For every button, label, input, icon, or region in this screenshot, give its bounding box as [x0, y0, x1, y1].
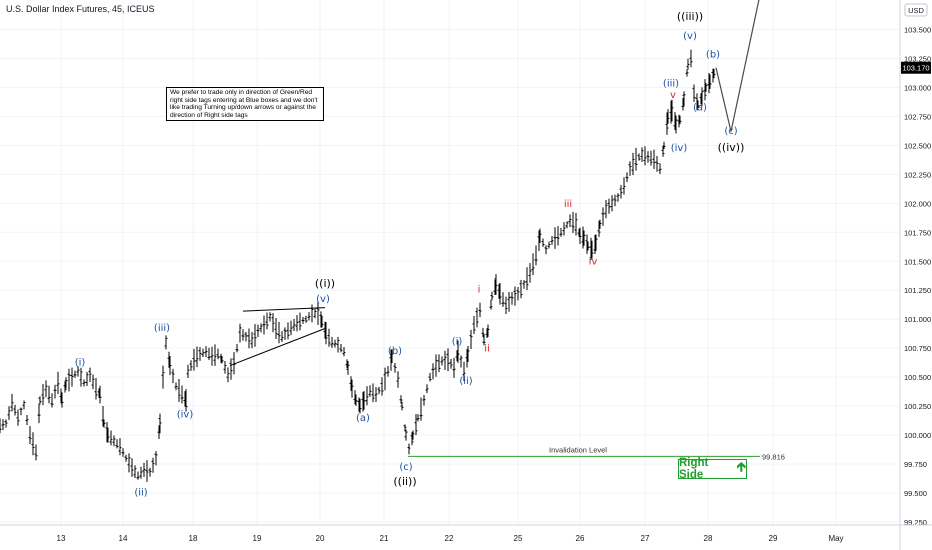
currency-label: USD	[908, 6, 924, 15]
y-tick-label: 99.750	[904, 460, 927, 469]
wave-label: (b)	[706, 49, 720, 60]
y-tick-label: 100.250	[904, 402, 931, 411]
wave-label: ii	[484, 344, 490, 355]
y-tick-label: 102.500	[904, 141, 931, 150]
x-tick-label: May	[828, 534, 843, 543]
wave-label: (i)	[452, 337, 463, 348]
wave-label: (c)	[399, 462, 412, 473]
x-tick-label: 25	[514, 534, 523, 543]
x-tick-label: 19	[253, 534, 262, 543]
grid	[0, 0, 900, 525]
y-tick-label: 101.000	[904, 315, 931, 324]
y-tick-label: 100.500	[904, 373, 931, 382]
wave-label: ((iii))	[677, 10, 703, 23]
right-side-tag: Right Side 🡱	[678, 457, 747, 481]
last-price-tag	[901, 61, 931, 74]
wave-label: (v)	[316, 294, 330, 305]
wave-label: (iii)	[663, 78, 679, 89]
up-arrow-icon: 🡱	[736, 459, 746, 474]
invalidation-label: Invalidation Level	[549, 445, 607, 454]
right-side-label: Right Side	[679, 457, 709, 481]
x-tick-label: 18	[189, 534, 198, 543]
y-tick-label: 102.750	[904, 112, 931, 121]
currency-badge	[904, 3, 928, 17]
y-tick-label: 101.250	[904, 286, 931, 295]
wave-label: (iv)	[177, 410, 194, 421]
x-tick-label: 28	[704, 534, 713, 543]
wave-label: (iii)	[154, 323, 170, 334]
y-tick-label: 101.500	[904, 257, 931, 266]
chart-title: U.S. Dollar Index Futures, 45, ICEUS	[6, 4, 155, 14]
y-tick-label: 103.000	[904, 83, 931, 92]
x-tick-label: 20	[316, 534, 325, 543]
price-bars	[0, 49, 716, 482]
y-tick-label: 103.500	[904, 26, 931, 35]
wave-label: (iv)	[671, 143, 688, 154]
wave-label: (ii)	[134, 487, 147, 498]
wave-label: (ii)	[459, 376, 472, 387]
triangle-line	[242, 307, 326, 312]
wave-label: (c)	[724, 126, 737, 137]
wave-label: ((ii))	[393, 475, 416, 488]
wave-label: iii	[564, 199, 572, 210]
last-price-label: 103.170	[902, 64, 929, 73]
y-tick-label: 100.000	[904, 431, 931, 440]
overlays: Invalidation Level 99.816	[229, 0, 785, 461]
trading-note: We prefer to trade only in direction of …	[166, 87, 324, 122]
invalidation-value: 99.816	[762, 452, 785, 461]
projection-path	[715, 0, 760, 132]
y-tick-label: 100.750	[904, 344, 931, 353]
wave-label: (i)	[75, 358, 86, 369]
x-tick-label: 21	[380, 534, 389, 543]
x-tick-label: 22	[445, 534, 454, 543]
wave-label: (a)	[693, 103, 707, 114]
wave-label: (a)	[356, 413, 370, 424]
y-tick-label: 102.000	[904, 199, 931, 208]
y-tick-label: 99.500	[904, 489, 927, 498]
wave-label: ((iv))	[718, 141, 745, 154]
x-tick-label: 26	[576, 534, 585, 543]
y-tick-label: 99.250	[904, 518, 927, 527]
y-tick-label: 103.250	[904, 54, 931, 63]
wave-labels: (i) (ii) (iii) (iv) (v) ((i)) (a) (b) (c) ((ii)) (…	[75, 10, 745, 498]
wave-label: i	[478, 285, 481, 296]
wave-label: (v)	[683, 31, 697, 42]
x-tick-label: 13	[57, 534, 66, 543]
triangle-line	[229, 328, 326, 367]
wave-label: v	[670, 90, 676, 101]
x-tick-label: 29	[769, 534, 778, 543]
wave-label: ((i))	[315, 277, 335, 290]
y-tick-label: 102.250	[904, 170, 931, 179]
wave-label: iv	[589, 257, 598, 268]
x-tick-label: 27	[641, 534, 650, 543]
wave-label: (b)	[388, 346, 402, 357]
y-tick-label: 101.750	[904, 228, 931, 237]
x-tick-label: 14	[119, 534, 128, 543]
